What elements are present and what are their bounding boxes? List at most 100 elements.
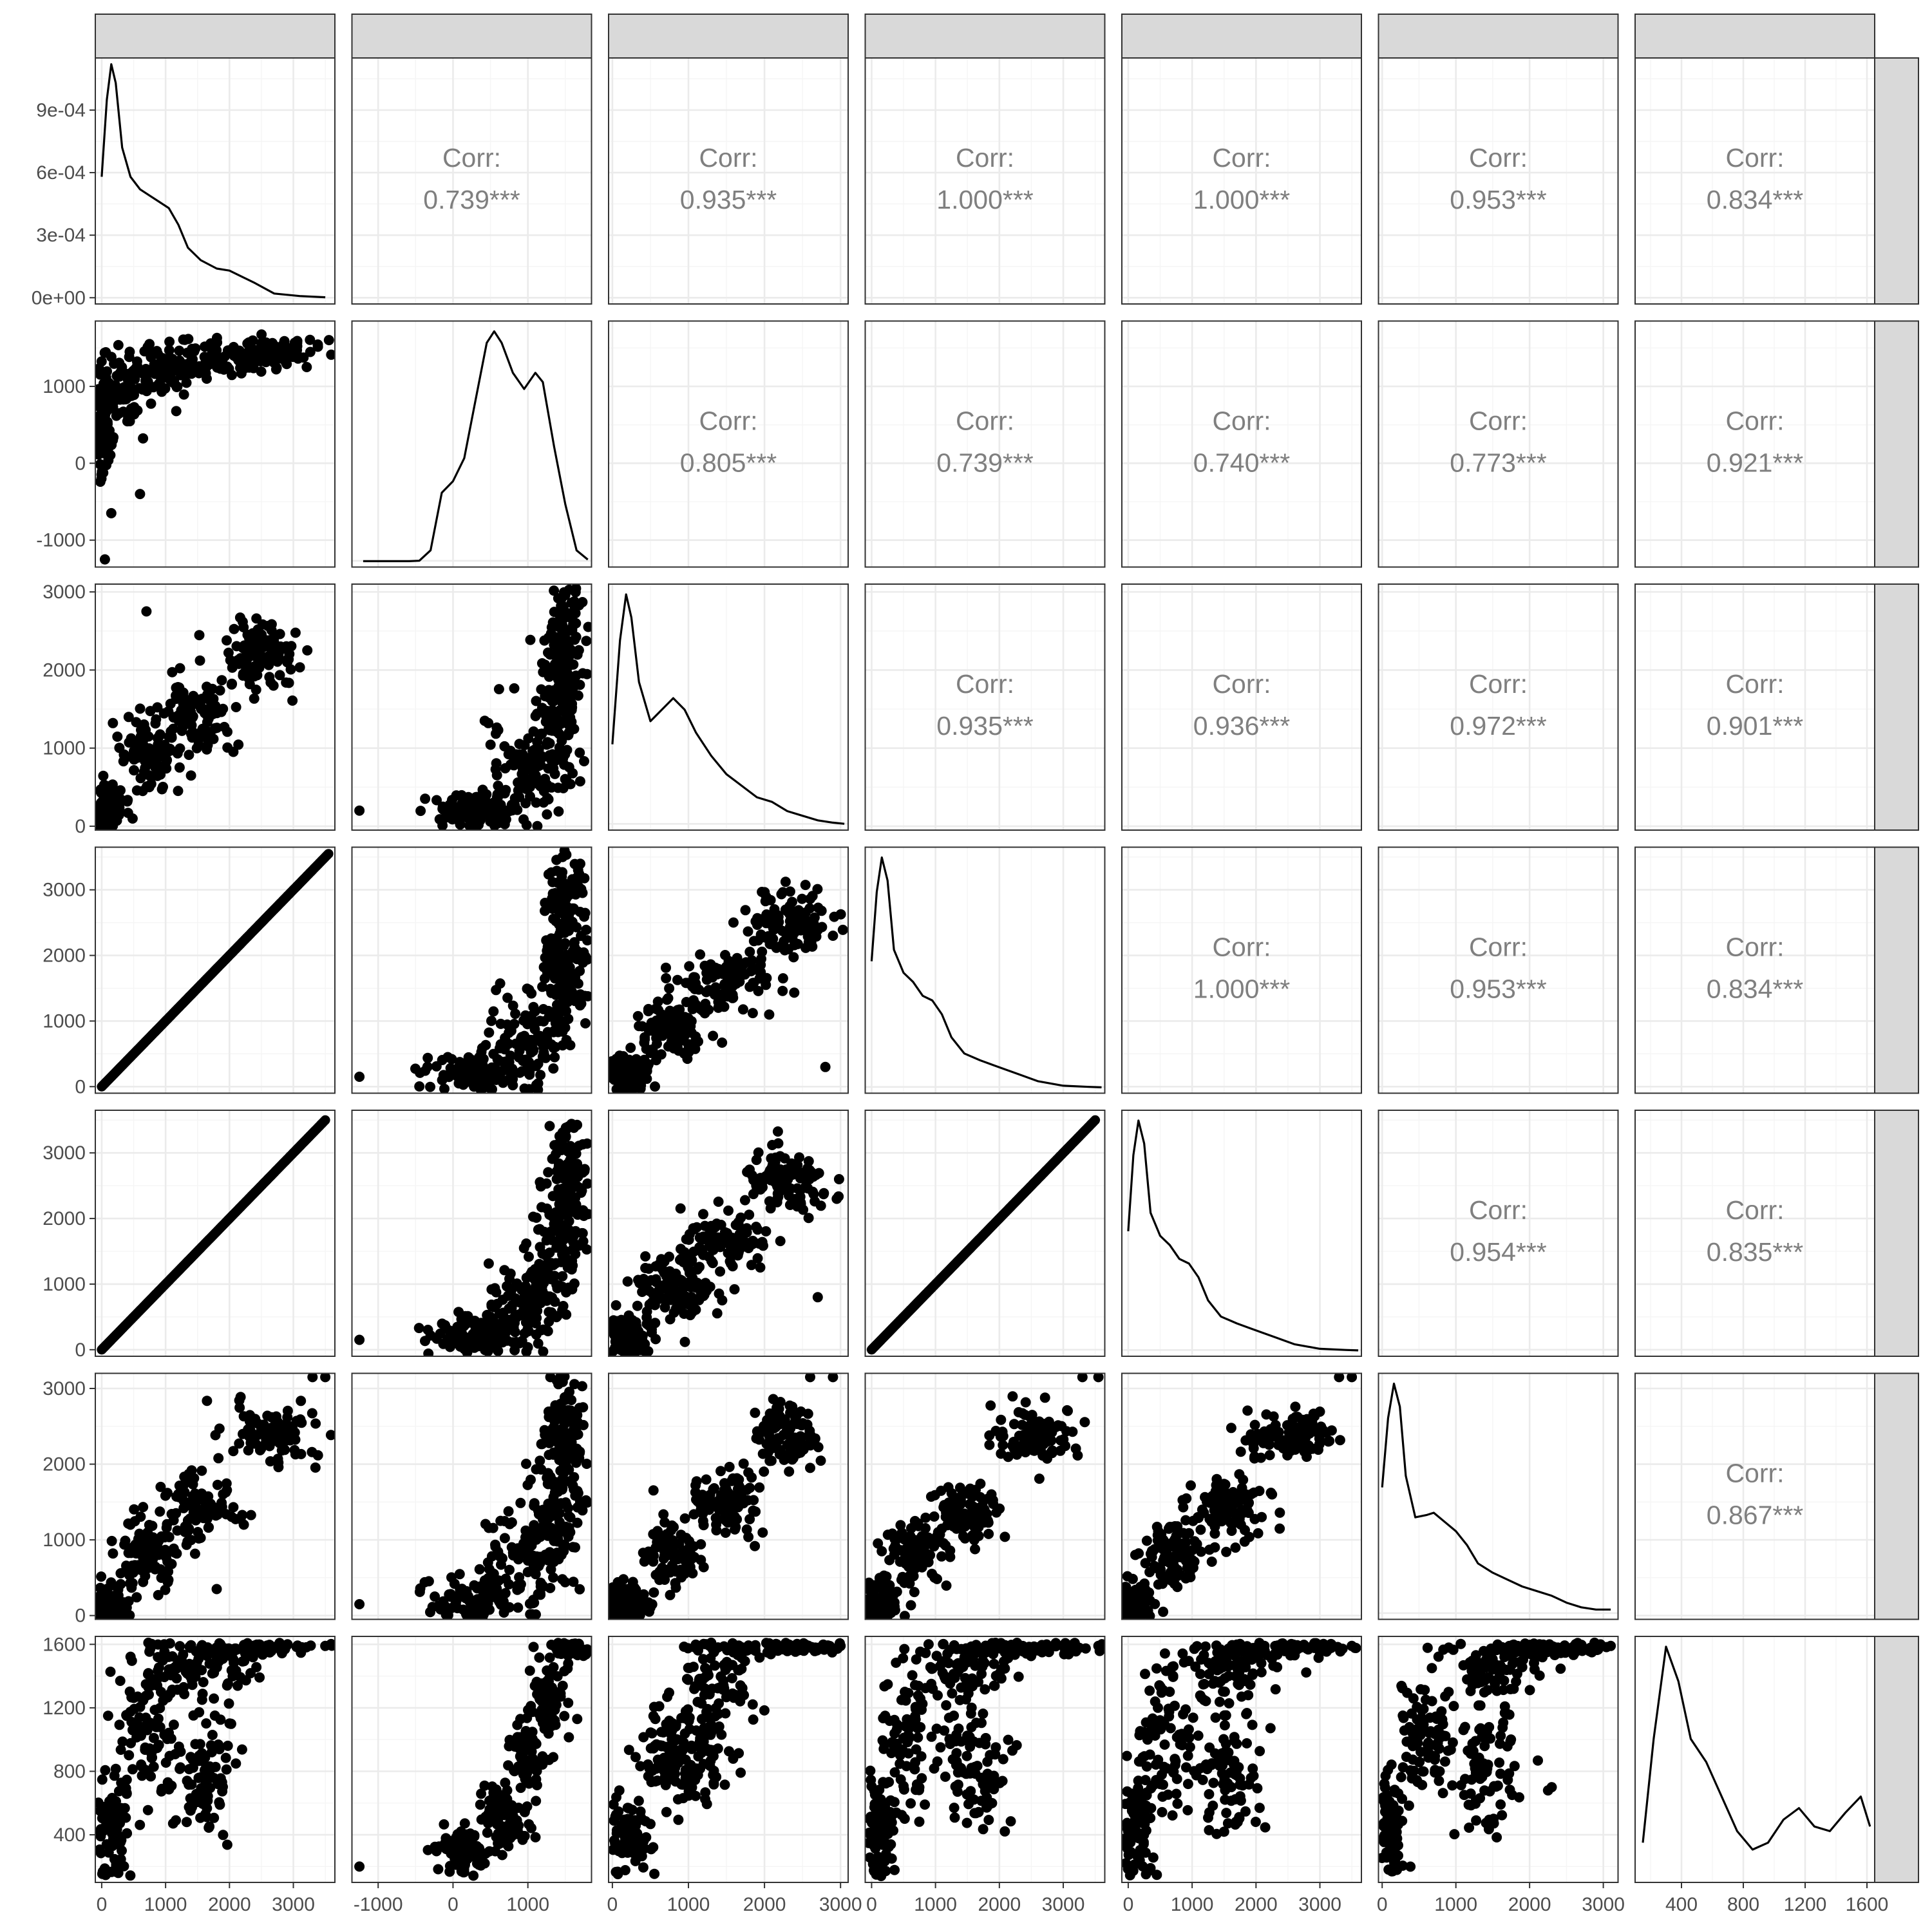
scatter-point [490,1342,501,1353]
scatter-point [189,1493,200,1504]
scatter-point [499,1265,510,1276]
scatter-point [179,1472,190,1482]
scatter-point [819,1188,829,1198]
scatter-point [803,1213,814,1224]
scatter-point [659,1302,670,1313]
scatter-point [704,1241,715,1252]
scatter-point [683,1046,694,1057]
scatter-point [247,355,258,366]
scatter-point [687,1003,698,1014]
scatter-point [144,339,155,350]
scatter-point [551,1242,562,1253]
scatter-point [706,1256,717,1267]
scatter-point [157,353,168,364]
scatter-point [582,1178,592,1189]
scatter-point [262,651,273,662]
scatter-point [529,744,540,755]
scatter-point [174,345,185,356]
scatter-point [547,986,558,997]
scatter-point [569,647,580,658]
scatter-point [323,335,334,346]
scatter-point [97,796,108,807]
scatter-point [516,1066,527,1077]
scatter-point [162,1556,173,1567]
scatter-point [559,1001,570,1012]
scatter-point [676,1275,687,1286]
scatter-point [491,728,501,739]
panel-y-xgboost-background [1122,58,1361,304]
scatter-point [491,770,502,781]
scatter-point-outlier [106,507,117,518]
scatter-point [469,1331,480,1342]
scatter-point [502,1335,513,1346]
scatter-point [553,905,564,916]
scatter-point-outlier [828,931,838,941]
scatter-point [753,1147,764,1158]
density-curve-xgboost [1127,1119,1359,1352]
scatter-point [507,1000,518,1011]
scatter-point [498,1039,508,1050]
scatter-point [437,1318,448,1329]
scatter-point [509,1345,520,1356]
scatter-point [323,849,334,859]
scatter-point [137,786,148,797]
scatter-point [302,645,313,656]
scatter-point [446,1603,457,1613]
density-curve-ols [363,330,589,562]
scatter-point [479,715,490,726]
scatter-point [175,663,185,674]
scatter-point [296,1448,307,1459]
scatter-point [567,874,578,885]
scatter-point [135,703,146,714]
scatter-point [282,1412,293,1423]
scatter-point [254,1444,265,1455]
scatter-point [193,1533,204,1544]
scatter-point [816,905,827,916]
scatter-point [531,797,542,808]
scatter-point [439,1083,450,1094]
scatter-point [773,1138,784,1149]
scatter-point [539,1036,550,1046]
scatter-point [734,1244,745,1255]
scatter-point [693,1036,703,1047]
scatter-point [280,348,291,359]
scatter-point [238,1428,248,1439]
scatter-point [287,695,298,706]
scatter-point [129,746,140,757]
scatter-point [514,1572,525,1583]
scatter-point [708,1030,719,1041]
scatter-point [486,1284,497,1295]
scatter-point [664,983,675,994]
scatter-point [151,1549,162,1560]
panel-y-nnet-background [1635,58,1875,304]
scatter-point [256,329,267,340]
scatter-point [625,1083,636,1094]
scatter-point [191,743,202,753]
panel-ols-tree-background [1378,321,1618,567]
scatter-point [105,801,116,812]
scatter-point-outlier [831,1193,842,1204]
scatter-point [632,1300,643,1311]
scatter-point [748,978,759,989]
scatter-point [202,1492,213,1503]
scatter-point [650,1081,660,1092]
scatter-point [533,1271,544,1282]
scatter-point [553,593,564,603]
scatter-point [234,612,245,623]
scatter-point [646,1018,657,1028]
scatter-point [742,1166,753,1177]
scatter-point [697,1234,708,1245]
scatter-point [764,1196,775,1207]
scatter-point [748,936,759,947]
scatter-point [213,1453,224,1464]
scatter-point [542,739,552,750]
scatter-point [734,969,744,980]
scatter-point [503,1321,514,1332]
scatter-point [252,624,263,635]
scatter-point [562,903,573,914]
scatter-point [502,992,513,1003]
scatter-point [479,1341,490,1352]
scatter-point [247,335,258,346]
scatter-point [281,1419,292,1430]
scatter-point [542,779,553,790]
